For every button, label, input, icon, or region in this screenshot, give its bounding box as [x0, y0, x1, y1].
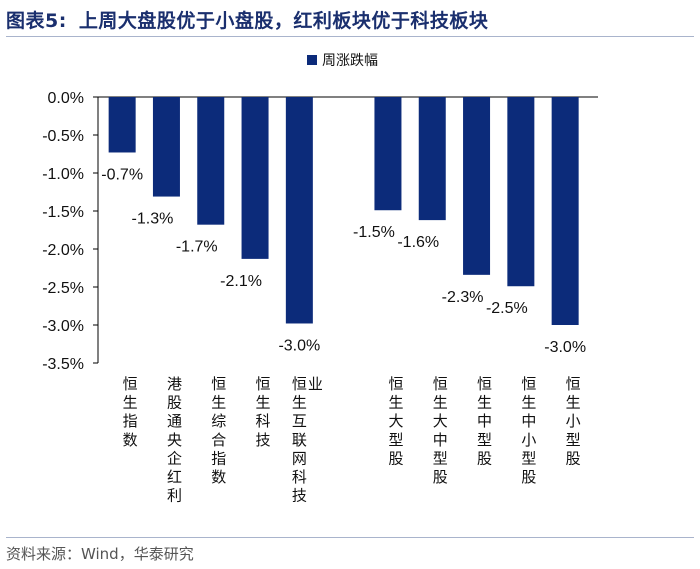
legend: 周涨跌幅 — [307, 53, 378, 69]
x-tick-label: 生 — [211, 394, 226, 412]
x-tick-label: 联 — [292, 431, 307, 449]
x-tick-label: 生 — [433, 394, 448, 412]
x-tick-label: 生 — [477, 394, 492, 412]
x-tick-label: 中 — [477, 412, 492, 430]
bar — [374, 97, 402, 211]
bar-chart: 周涨跌幅 0.0%-0.5%-1.0%-1.5%-2.0%-2.5%-3.0%-… — [42, 53, 598, 505]
x-tick-label: 股 — [167, 394, 182, 412]
data-label: -2.3% — [442, 289, 484, 306]
x-tick-label: 恒 — [521, 375, 536, 393]
x-tick-label: 科 — [292, 468, 307, 486]
x-tick-label: 综 — [211, 412, 226, 430]
x-tick-label: 生 — [256, 394, 271, 412]
x-tick-label: 合 — [211, 431, 226, 449]
x-tick-label: 互 — [292, 412, 307, 430]
x-tick-label: 股 — [521, 468, 536, 486]
y-tick-label: 0.0% — [48, 90, 84, 107]
x-tick-label: 央 — [167, 431, 182, 449]
x-tick-label: 生 — [292, 394, 307, 412]
x-tick-label: 型 — [388, 431, 403, 449]
x-tick-label: 生 — [123, 394, 138, 412]
x-tick-label: 指 — [211, 449, 226, 467]
chart-title: 图表5: 上周大盘股优于小盘股，红利板块优于科技板块 — [6, 6, 696, 33]
x-tick-label: 通 — [167, 412, 182, 430]
data-label: -1.6% — [397, 234, 439, 251]
bar — [418, 97, 446, 221]
bar — [285, 97, 313, 324]
x-tick-label: 小 — [521, 431, 536, 449]
x-tick-label: 恒 — [566, 375, 581, 393]
x-tick-label: 红 — [167, 468, 182, 486]
bar — [551, 97, 579, 325]
source-note: 资料来源：Wind，华泰研究 — [6, 545, 194, 563]
figure-label: 图表5: — [6, 10, 67, 32]
x-tick-label: 生 — [566, 394, 581, 412]
x-tick-label: 数 — [123, 431, 138, 449]
x-tick-label: 股 — [433, 468, 448, 486]
x-tick-label: 股 — [566, 449, 581, 467]
x-tick-label: 型 — [521, 449, 536, 467]
y-tick-label: -0.5% — [42, 128, 84, 145]
data-label: -0.7% — [101, 166, 143, 183]
data-label: -1.3% — [132, 211, 174, 228]
bar — [241, 97, 269, 259]
x-tick-label: 业 — [308, 375, 323, 393]
legend-label: 周涨跌幅 — [322, 53, 378, 69]
data-label: -1.5% — [353, 224, 395, 241]
x-tick-label: 恒 — [477, 375, 492, 393]
x-tick-label: 网 — [292, 449, 307, 467]
x-tick-label: 数 — [211, 468, 226, 486]
x-tick-label: 指 — [123, 412, 138, 430]
data-label: -1.7% — [176, 239, 218, 256]
x-tick-label: 港 — [167, 375, 182, 393]
x-tick-label: 技 — [256, 431, 271, 449]
y-tick-label: -3.5% — [42, 356, 84, 373]
figure-title-text: 上周大盘股优于小盘股，红利板块优于科技板块 — [78, 10, 489, 32]
bar — [108, 97, 136, 153]
x-tick-label: 股 — [388, 449, 403, 467]
x-tick-label: 大 — [388, 412, 403, 430]
x-tick-label: 恒 — [123, 375, 138, 393]
x-tick-label: 生 — [388, 394, 403, 412]
x-tick-label: 恒 — [211, 375, 226, 393]
x-tick-label: 型 — [433, 449, 448, 467]
x-tick-label: 型 — [477, 431, 492, 449]
x-tick-label: 股 — [477, 449, 492, 467]
x-tick-label: 恒 — [256, 375, 271, 393]
bottom-rule — [6, 537, 694, 538]
x-tick-label: 恒 — [388, 375, 403, 393]
x-tick-label: 型 — [566, 431, 581, 449]
x-tick-label: 中 — [521, 412, 536, 430]
y-tick-label: -2.0% — [42, 242, 84, 259]
top-rule — [6, 36, 694, 37]
x-tick-label: 利 — [167, 487, 182, 505]
x-tick-label: 小 — [566, 412, 581, 430]
x-tick-label: 生 — [521, 394, 536, 412]
data-label: -3.0% — [278, 337, 320, 354]
legend-swatch — [307, 55, 317, 65]
data-label: -3.0% — [544, 339, 586, 356]
bar — [463, 97, 491, 275]
x-tick-label: 企 — [167, 449, 182, 467]
bar — [507, 97, 535, 287]
x-tick-label: 技 — [292, 487, 307, 505]
x-tick-label: 恒 — [292, 375, 307, 393]
x-tick-label: 大 — [433, 412, 448, 430]
y-tick-label: -1.0% — [42, 166, 84, 183]
data-label: -2.1% — [220, 273, 262, 290]
y-tick-label: -1.5% — [42, 204, 84, 221]
x-tick-label: 恒 — [433, 375, 448, 393]
bar — [152, 97, 180, 197]
data-labels: -0.7% -1.3%-1.7%-2.1% -3.0% -1.5%-1.6% -2.3%… — [101, 166, 586, 356]
bars — [108, 97, 579, 325]
data-label: -2.5% — [486, 300, 528, 317]
bar — [197, 97, 225, 225]
x-tick-label: 科 — [256, 412, 271, 430]
y-tick-label: -2.5% — [42, 280, 84, 297]
y-tick-label: -3.0% — [42, 318, 84, 335]
x-tick-label: 中 — [433, 431, 448, 449]
